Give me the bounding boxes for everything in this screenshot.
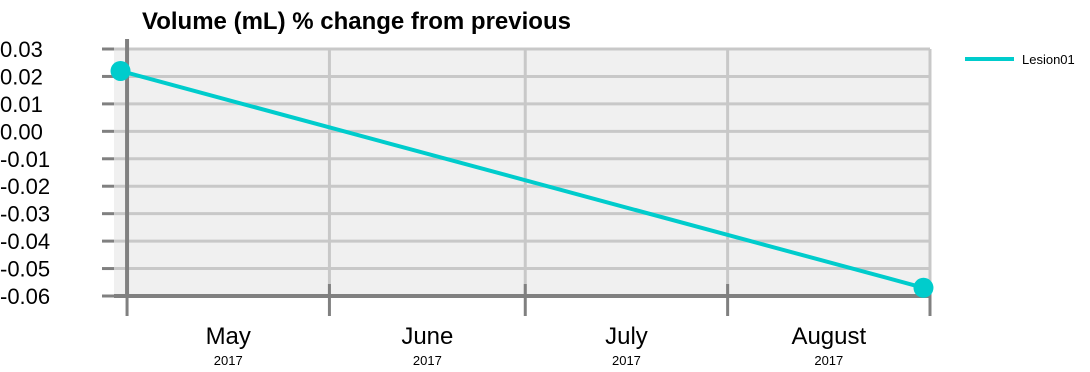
y-tick-label: -0.04 [0, 229, 50, 254]
gridlines [114, 47, 932, 296]
legend: Lesion01 [965, 52, 1075, 67]
x-tick-label-year: 2017 [814, 353, 843, 368]
y-tick-label: 0.00 [0, 119, 43, 144]
x-tick-label-month: July [605, 323, 648, 350]
series-group [110, 60, 934, 298]
series-line-lesion01 [120, 69, 924, 290]
y-tick-label: -0.03 [0, 202, 50, 227]
y-tick-label: 0.03 [0, 37, 43, 62]
y-tick-label: 0.02 [0, 64, 43, 89]
y-tick-label: -0.01 [0, 147, 50, 172]
x-tick-label-month: June [401, 323, 453, 350]
chart-title: Volume (mL) % change from previous [142, 8, 571, 35]
axes [102, 39, 932, 316]
plot-area [114, 49, 930, 296]
x-tick-label-month: May [206, 323, 251, 350]
y-tick-label: -0.06 [0, 284, 50, 309]
data-point[interactable] [110, 60, 131, 81]
x-tick-label-year: 2017 [214, 353, 243, 368]
x-tick-label-month: August [791, 323, 866, 350]
data-point[interactable] [913, 277, 934, 298]
x-tick-label-year: 2017 [612, 353, 641, 368]
y-tick-label: -0.02 [0, 174, 50, 199]
y-tick-label: -0.05 [0, 257, 50, 282]
y-axis-ticks: 0.030.02 0.010.00 -0.01-0.02 -0.03-0.04 -0.0… [0, 37, 50, 309]
x-tick-label-year: 2017 [413, 353, 442, 368]
legend-label-lesion01: Lesion01 [1022, 52, 1075, 67]
y-tick-label: 0.01 [0, 92, 43, 117]
x-axis-ticks: May 2017 June 2017 July 2017 August 2017 [206, 323, 867, 368]
